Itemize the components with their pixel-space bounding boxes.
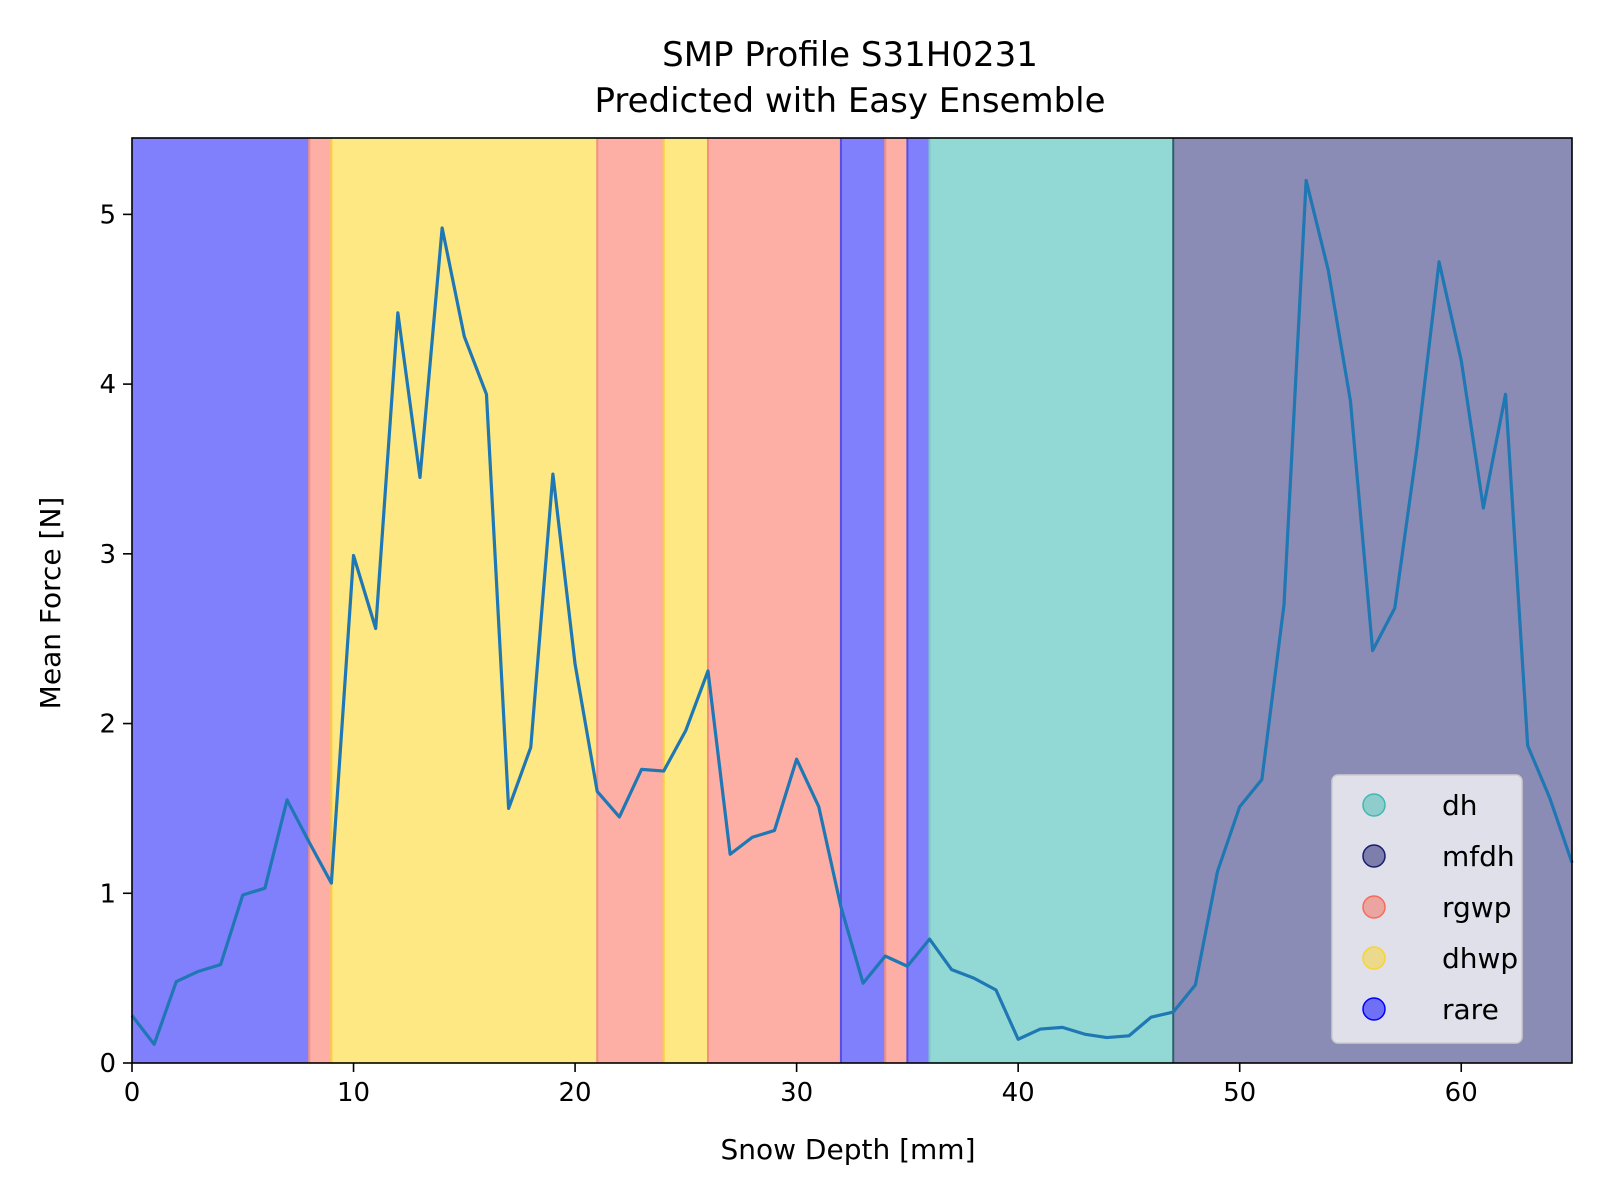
legend-label-rgwp: rgwp xyxy=(1442,891,1511,924)
legend-marker-rgwp xyxy=(1362,895,1386,919)
y-tick-label: 3 xyxy=(99,540,116,570)
band-dhwp-2 xyxy=(331,138,598,1063)
legend-label-rare: rare xyxy=(1442,993,1499,1026)
band-rare-6 xyxy=(840,138,886,1063)
legend-box xyxy=(1331,774,1523,1044)
legend-marker-dh xyxy=(1362,793,1386,817)
band-rgwp-5 xyxy=(708,138,841,1063)
band-dh-9 xyxy=(929,138,1174,1063)
legend: dh mfdh rgwp dhwp rare xyxy=(1331,774,1523,1044)
y-axis-label: Mean Force [N] xyxy=(34,497,67,710)
plot-frame xyxy=(131,137,1573,1064)
chart-subtitle: Predicted with Easy Ensemble xyxy=(594,81,1105,121)
axes: 0 10 20 30 40 50 60 0 1 2 3 4 5 xyxy=(99,137,1573,1108)
legend-marker-rare xyxy=(1362,997,1386,1021)
x-tick-label: 30 xyxy=(780,1078,813,1108)
band-dhwp-4 xyxy=(663,138,708,1063)
series-line-0 xyxy=(130,178,1574,1046)
y-tick-label: 1 xyxy=(99,879,116,909)
band-rare-0 xyxy=(132,138,310,1063)
band-rgwp-3 xyxy=(597,138,664,1063)
x-tick-label: 50 xyxy=(1223,1078,1256,1108)
x-tick-label: 40 xyxy=(1002,1078,1035,1108)
legend-label-mfdh: mfdh xyxy=(1442,840,1515,873)
y-tick-label: 5 xyxy=(99,200,116,230)
legend-label-dhwp: dhwp xyxy=(1442,942,1518,975)
y-tick-label: 0 xyxy=(99,1049,116,1079)
x-tick-label: 10 xyxy=(337,1078,370,1108)
legend-marker-mfdh xyxy=(1362,844,1386,868)
band-rgwp-7 xyxy=(885,138,908,1063)
x-tick-label: 0 xyxy=(124,1078,141,1108)
legend-marker-dhwp xyxy=(1362,946,1386,970)
band-rare-8 xyxy=(907,138,930,1063)
y-tick-label: 2 xyxy=(99,710,116,740)
chart-title: SMP Profile S31H0231 xyxy=(662,35,1038,75)
y-tick-label: 4 xyxy=(99,370,116,400)
x-tick-label: 60 xyxy=(1445,1078,1478,1108)
legend-label-dh: dh xyxy=(1442,789,1478,822)
band-rgwp-1 xyxy=(309,138,332,1063)
x-tick-label: 20 xyxy=(559,1078,592,1108)
x-axis-label: Snow Depth [mm] xyxy=(720,1133,975,1166)
